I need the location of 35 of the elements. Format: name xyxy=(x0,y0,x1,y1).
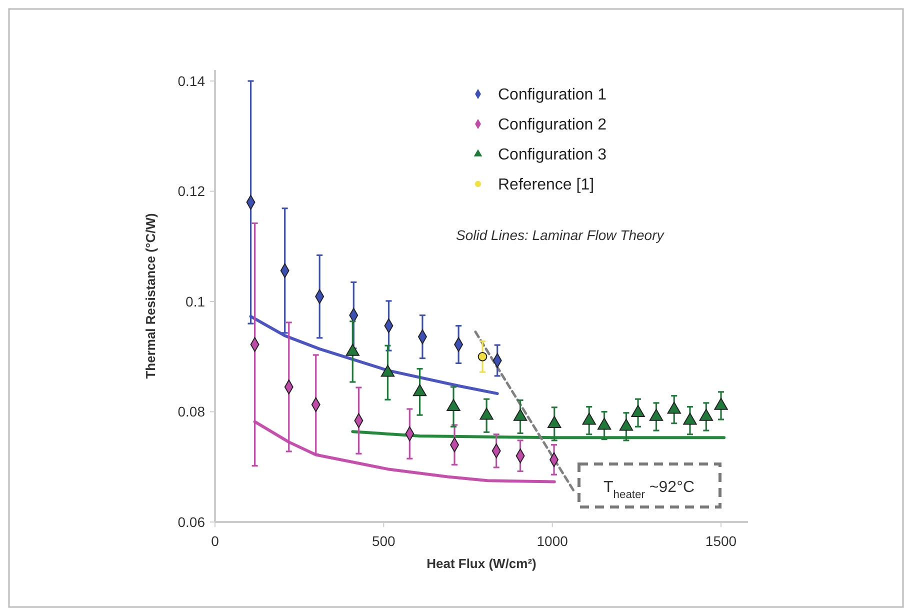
x-tick-label: 0 xyxy=(211,533,220,549)
y-tick-label: 0.12 xyxy=(178,183,206,200)
legend-label: Configuration 3 xyxy=(498,146,607,164)
legend-label: Configuration 1 xyxy=(498,86,607,104)
y-tick-label: 0.06 xyxy=(178,514,206,530)
x-tick-label: 1500 xyxy=(705,533,737,549)
legend-label: Configuration 2 xyxy=(498,116,607,134)
annotation: Solid Lines: Laminar Flow Theory xyxy=(456,227,665,243)
legend-label: Reference [1] xyxy=(498,176,594,194)
point xyxy=(446,398,460,411)
point xyxy=(683,412,697,425)
point xyxy=(699,408,714,421)
y-tick-label: 0.1 xyxy=(186,293,206,310)
point xyxy=(346,344,360,356)
annotation: T$_{heater}$ ~92°C xyxy=(603,479,695,501)
point xyxy=(513,408,528,421)
x-axis-title: Heat Flux (W/cm²) xyxy=(426,556,536,571)
point xyxy=(480,408,494,420)
point xyxy=(478,352,488,362)
x-tick-label: 1000 xyxy=(536,533,568,549)
y-axis-title: Thermal Resistance (°C/W) xyxy=(143,213,158,379)
point xyxy=(619,418,634,431)
point xyxy=(649,408,664,421)
point xyxy=(548,416,562,428)
y-tick-label: 0.14 xyxy=(178,72,206,89)
line-series xyxy=(249,314,499,396)
point xyxy=(631,405,645,418)
point xyxy=(667,402,681,414)
point xyxy=(597,418,612,430)
point xyxy=(714,398,728,410)
point xyxy=(582,412,596,425)
point xyxy=(380,364,395,377)
x-tick-label: 500 xyxy=(372,533,396,549)
y-tick-label: 0.08 xyxy=(178,404,206,420)
point xyxy=(412,384,427,396)
